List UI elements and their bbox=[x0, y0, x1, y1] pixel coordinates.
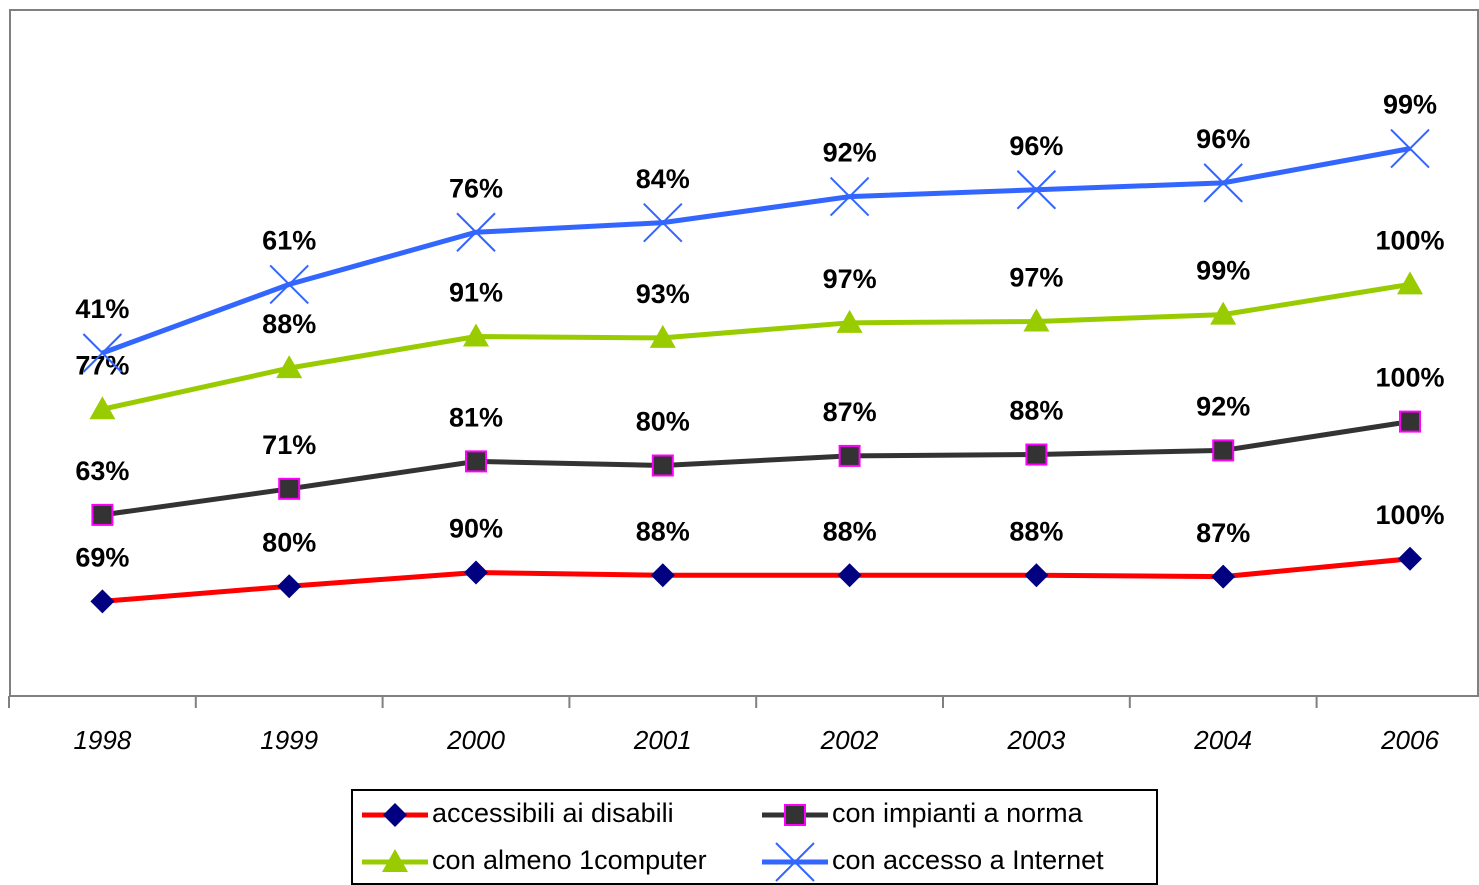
legend-marker bbox=[383, 803, 407, 827]
data-label: 87% bbox=[823, 397, 877, 427]
data-point bbox=[278, 477, 301, 500]
data-point bbox=[269, 264, 309, 305]
data-label: 76% bbox=[449, 173, 503, 203]
data-label: 96% bbox=[1009, 131, 1063, 161]
data-point bbox=[89, 396, 116, 420]
data-point bbox=[836, 309, 863, 333]
data-point bbox=[1211, 564, 1236, 589]
data-label: 88% bbox=[262, 309, 316, 339]
data-point bbox=[82, 333, 123, 373]
data-label: 92% bbox=[1196, 392, 1250, 422]
data-point bbox=[276, 355, 303, 379]
data-label: 99% bbox=[1196, 256, 1250, 286]
data-point bbox=[1023, 308, 1050, 332]
data-label: 97% bbox=[823, 264, 877, 294]
data-label: 69% bbox=[75, 542, 129, 572]
data-label: 80% bbox=[636, 407, 690, 437]
data-point bbox=[1203, 163, 1243, 203]
data-point bbox=[829, 176, 870, 217]
data-point bbox=[651, 454, 674, 477]
series-line bbox=[102, 419, 1411, 518]
data-label: 80% bbox=[262, 527, 316, 557]
data-label: 100% bbox=[1375, 226, 1444, 256]
x-tick-label: 2004 bbox=[1193, 725, 1252, 755]
legend-box bbox=[351, 789, 1158, 885]
data-label: 61% bbox=[262, 226, 316, 256]
data-point bbox=[277, 574, 302, 599]
legend-label: con impianti a norma bbox=[832, 798, 1084, 828]
data-point bbox=[838, 444, 861, 467]
legend-marker bbox=[784, 804, 806, 826]
x-tick-label: 2002 bbox=[820, 725, 879, 755]
data-point bbox=[643, 202, 683, 243]
x-tick-label: 1998 bbox=[73, 725, 131, 755]
data-point bbox=[456, 212, 496, 252]
data-point bbox=[837, 563, 862, 588]
data-point bbox=[465, 450, 487, 473]
data-point bbox=[1210, 301, 1237, 325]
data-point bbox=[90, 589, 115, 614]
x-tick-label: 2000 bbox=[446, 725, 505, 755]
data-point bbox=[464, 560, 488, 585]
x-tick-label: 2003 bbox=[1006, 725, 1065, 755]
data-point bbox=[649, 324, 676, 348]
plot-frame bbox=[9, 9, 1479, 697]
data-label: 77% bbox=[75, 350, 129, 380]
data-label: 97% bbox=[1009, 263, 1063, 293]
data-point bbox=[1025, 443, 1048, 466]
data-label: 93% bbox=[636, 279, 690, 309]
data-label: 41% bbox=[75, 294, 129, 324]
data-label: 100% bbox=[1375, 363, 1444, 393]
data-point bbox=[1024, 563, 1049, 588]
legend-marker bbox=[382, 849, 408, 872]
data-label: 88% bbox=[1009, 396, 1063, 426]
data-label: 88% bbox=[823, 516, 877, 546]
series-line bbox=[101, 146, 1411, 356]
data-point bbox=[1390, 128, 1430, 169]
legend-marker bbox=[775, 842, 815, 882]
data-point bbox=[1398, 546, 1422, 571]
data-point bbox=[1399, 410, 1421, 433]
series-line bbox=[102, 556, 1411, 604]
data-point bbox=[1397, 271, 1423, 295]
data-label: 88% bbox=[1009, 516, 1063, 546]
data-label: 81% bbox=[449, 403, 503, 433]
data-label: 90% bbox=[449, 514, 503, 544]
data-label: 63% bbox=[75, 456, 129, 486]
data-point bbox=[1016, 170, 1057, 210]
data-label: 96% bbox=[1196, 124, 1250, 154]
data-label: 87% bbox=[1196, 518, 1250, 548]
data-label: 84% bbox=[636, 164, 690, 194]
legend-label: con almeno 1computer bbox=[432, 845, 707, 875]
data-point bbox=[1212, 439, 1235, 462]
legend-label: con accesso a Internet bbox=[832, 845, 1104, 875]
data-point bbox=[463, 323, 489, 347]
x-tick-label: 2006 bbox=[1380, 725, 1439, 755]
legend-label: accessibili ai disabili bbox=[432, 798, 674, 828]
x-tick-label: 1999 bbox=[260, 725, 318, 755]
data-label: 91% bbox=[449, 278, 503, 308]
data-label: 88% bbox=[636, 516, 690, 546]
series-line bbox=[101, 281, 1411, 412]
x-tick-label: 2001 bbox=[633, 725, 692, 755]
data-label: 99% bbox=[1383, 90, 1437, 120]
data-label: 100% bbox=[1375, 500, 1444, 530]
data-label: 92% bbox=[823, 138, 877, 168]
data-point bbox=[91, 503, 114, 526]
data-point bbox=[650, 563, 675, 588]
data-label: 71% bbox=[262, 430, 316, 460]
